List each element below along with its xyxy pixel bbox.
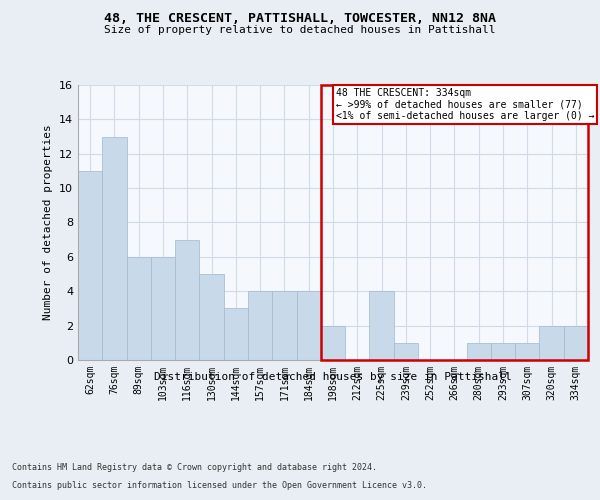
Text: 48, THE CRESCENT, PATTISHALL, TOWCESTER, NN12 8NA: 48, THE CRESCENT, PATTISHALL, TOWCESTER,… bbox=[104, 12, 496, 26]
Text: Size of property relative to detached houses in Pattishall: Size of property relative to detached ho… bbox=[104, 25, 496, 35]
Bar bbox=[127, 257, 151, 360]
Bar bbox=[224, 308, 248, 360]
Bar bbox=[394, 343, 418, 360]
Bar bbox=[248, 291, 272, 360]
Bar bbox=[272, 291, 296, 360]
Text: Distribution of detached houses by size in Pattishall: Distribution of detached houses by size … bbox=[154, 372, 512, 382]
Bar bbox=[151, 257, 175, 360]
Bar bbox=[175, 240, 199, 360]
Bar bbox=[515, 343, 539, 360]
Bar bbox=[102, 136, 127, 360]
Bar bbox=[539, 326, 564, 360]
Bar bbox=[564, 326, 588, 360]
Text: Contains public sector information licensed under the Open Government Licence v3: Contains public sector information licen… bbox=[12, 481, 427, 490]
Text: Contains HM Land Registry data © Crown copyright and database right 2024.: Contains HM Land Registry data © Crown c… bbox=[12, 464, 377, 472]
Bar bbox=[321, 326, 345, 360]
Bar bbox=[370, 291, 394, 360]
Bar bbox=[199, 274, 224, 360]
Bar bbox=[321, 85, 588, 360]
Bar bbox=[467, 343, 491, 360]
Y-axis label: Number of detached properties: Number of detached properties bbox=[43, 124, 53, 320]
Text: 48 THE CRESCENT: 334sqm
← >99% of detached houses are smaller (77)
<1% of semi-d: 48 THE CRESCENT: 334sqm ← >99% of detach… bbox=[335, 88, 594, 121]
Bar bbox=[296, 291, 321, 360]
Bar bbox=[78, 171, 102, 360]
Bar bbox=[491, 343, 515, 360]
